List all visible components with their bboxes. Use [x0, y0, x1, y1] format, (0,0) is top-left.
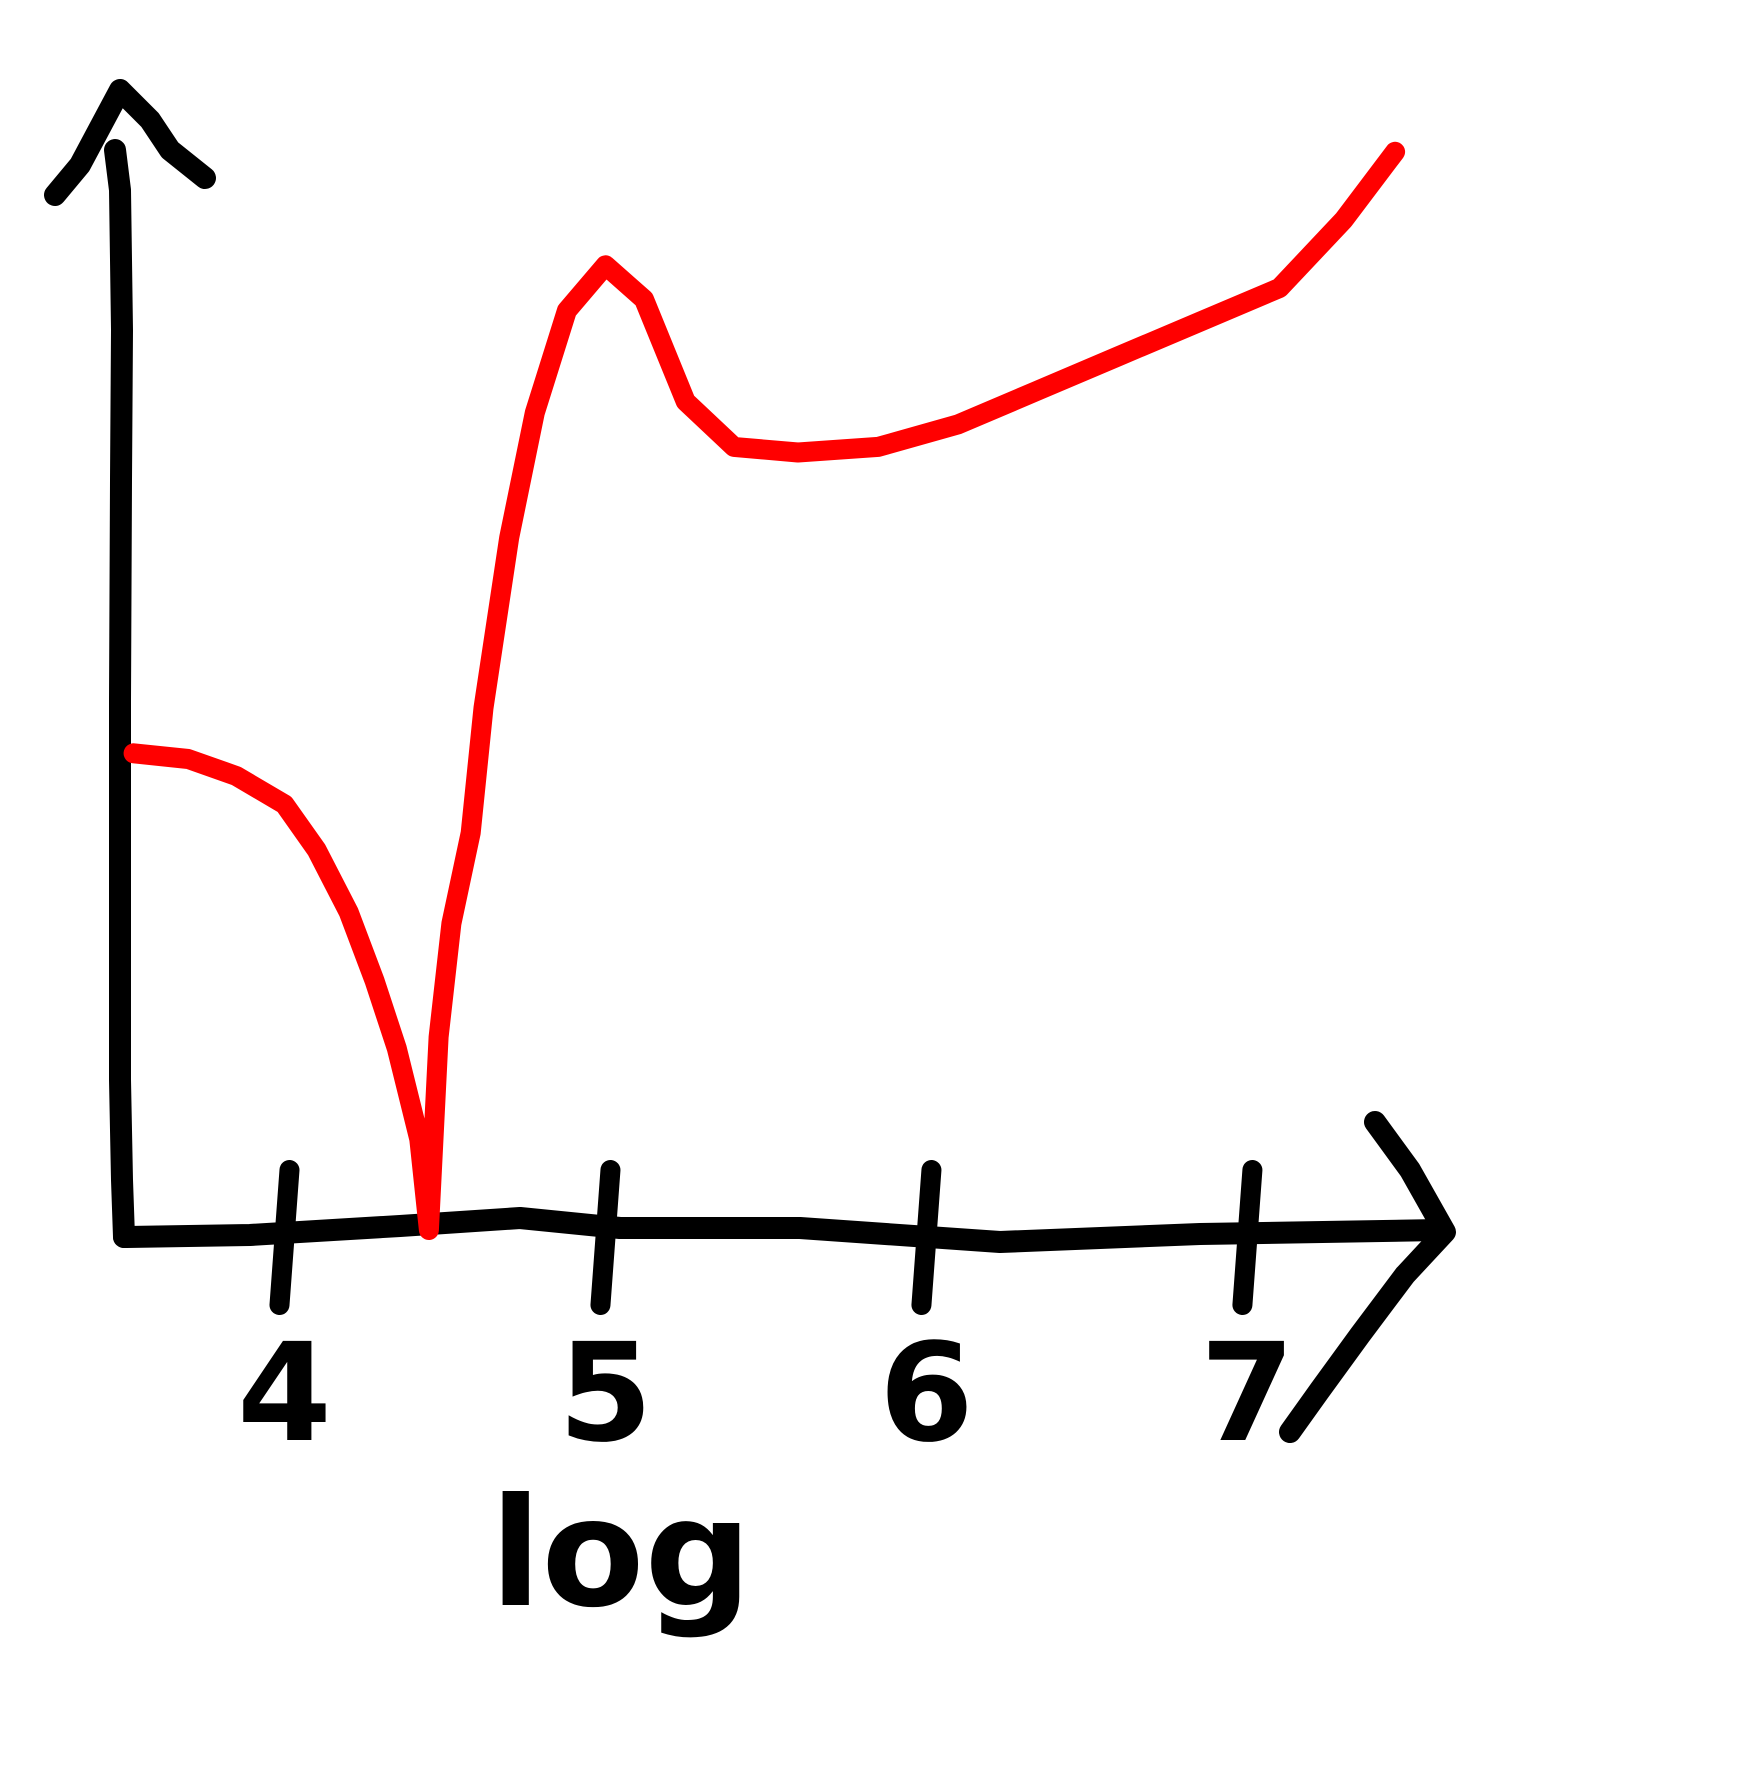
x-tick-5 [590, 1160, 621, 1315]
x-axis-line [113, 1207, 1451, 1253]
y-axis-arrowhead [44, 79, 216, 206]
x-tick-labels: 4 5 6 7 [237, 1315, 1295, 1473]
series-line-curve [123, 141, 1406, 1240]
series-layer [123, 141, 1406, 1240]
x-tick-label-7: 7 [1200, 1315, 1295, 1473]
x-tick-4 [269, 1160, 300, 1315]
x-axis-arrowhead [1279, 1111, 1456, 1443]
x-tick-label-4: 4 [237, 1315, 332, 1473]
x-tick-label-5: 5 [558, 1315, 653, 1473]
x-tick-label-6: 6 [879, 1315, 974, 1473]
y-axis-line [104, 139, 135, 1248]
x-axis-label: log [490, 1467, 752, 1641]
x-tick-7 [1232, 1160, 1263, 1315]
x-ticks [269, 1160, 1263, 1315]
x-tick-6 [911, 1160, 942, 1315]
